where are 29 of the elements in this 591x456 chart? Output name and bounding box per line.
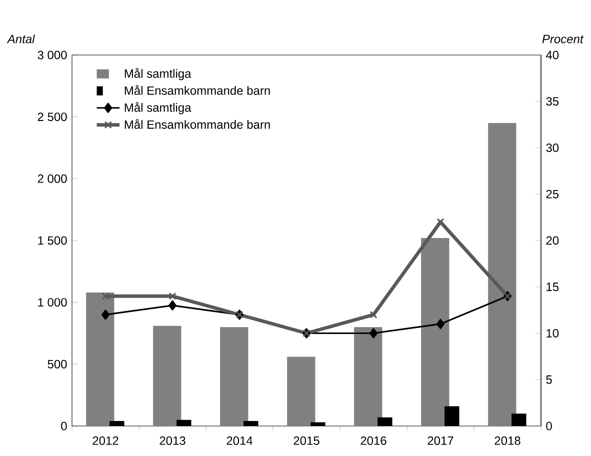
y2-tick-label: 25 <box>546 190 559 198</box>
legend-label: Mål Ensamkommande barn <box>124 119 270 129</box>
x-tick-label: 2015 <box>294 436 320 445</box>
y2-tick-label: 0 <box>546 422 552 430</box>
x-tick-label: 2013 <box>160 436 186 445</box>
y-tick-label: 500 <box>48 360 67 368</box>
y-tick-label: 2 500 <box>38 112 67 122</box>
y-axis-title: Antal <box>6 34 35 44</box>
y2-tick-label: 5 <box>546 375 552 384</box>
x-tick-label: 2016 <box>360 436 386 445</box>
y-tick-label: 2 000 <box>38 174 67 183</box>
y2-tick-label: 10 <box>546 328 559 338</box>
y-tick-label: 0 <box>61 422 67 430</box>
y2-tick-label: 40 <box>546 50 559 60</box>
legend-label: Mål Ensamkommande barn <box>124 85 270 95</box>
legend-label: Mål samtliga <box>124 68 192 80</box>
x-tick-label: 2014 <box>226 436 252 445</box>
x-tick-label: 2017 <box>428 436 454 445</box>
y2-tick-label: 30 <box>546 143 559 152</box>
x-tick-label: 2012 <box>92 436 118 445</box>
y-tick-label: 1 500 <box>38 236 67 245</box>
legend-label: Mål samtliga <box>124 102 192 114</box>
x-tick-label: 2018 <box>494 436 520 445</box>
y2-axis-title: Procent <box>542 34 584 44</box>
y2-tick-label: 35 <box>546 97 559 106</box>
y2-tick-label: 20 <box>546 236 559 245</box>
y-tick-label: 1 000 <box>38 298 67 307</box>
y2-tick-label: 15 <box>546 282 559 292</box>
y-tick-label: 3 000 <box>38 50 67 60</box>
